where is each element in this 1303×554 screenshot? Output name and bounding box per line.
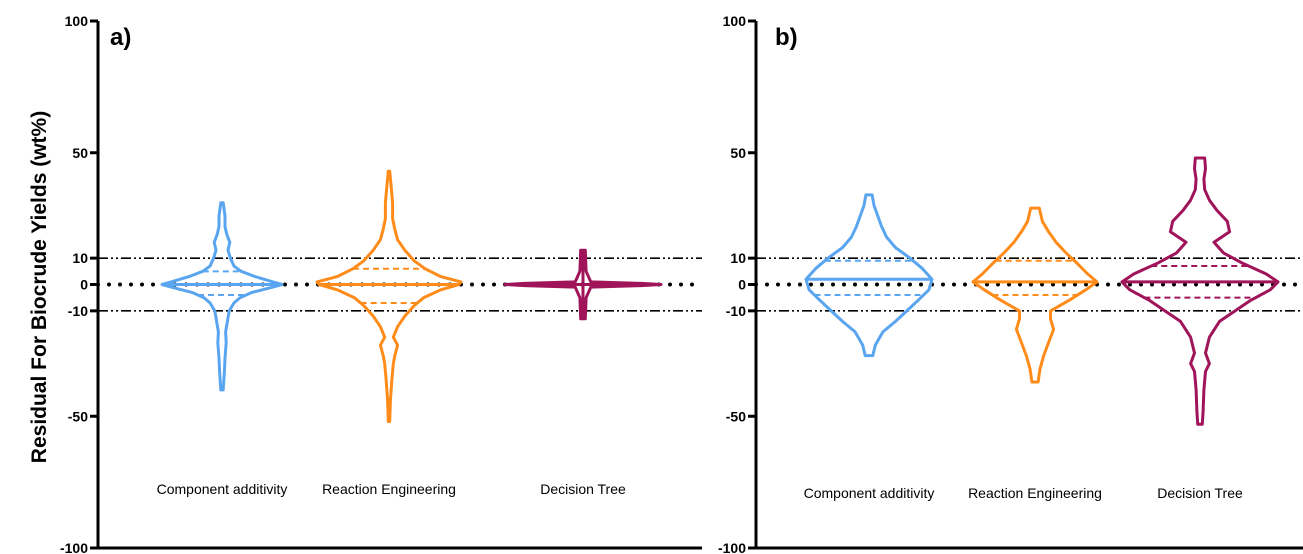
panel-label: a): [110, 24, 131, 51]
y-tick-label: 10: [72, 250, 88, 266]
violin-decision-tree: [1120, 156, 1280, 426]
category-label: Decision Tree: [1157, 485, 1243, 501]
y-tick-label: 0: [738, 277, 746, 293]
y-tick-label: 10: [730, 250, 746, 266]
violin-outline: [1120, 156, 1280, 426]
category-label: Component additivity: [157, 481, 288, 497]
violin-component-additivity: [804, 193, 934, 358]
violin-decision-tree: [503, 248, 663, 321]
y-axis-label: Residual For Biocrude Yields (wt%): [28, 111, 51, 463]
y-tick-label: -100: [718, 540, 746, 554]
y-tick-label: -10: [726, 303, 746, 319]
violin-component-additivity: [160, 201, 284, 392]
violin-outline: [804, 193, 934, 358]
y-tick-label: -100: [60, 540, 88, 554]
y-tick-label: 100: [723, 13, 747, 29]
y-tick-label: 50: [72, 145, 88, 161]
panel-label: b): [775, 24, 798, 51]
y-tick-label: 50: [730, 145, 746, 161]
violin-outline: [160, 201, 284, 392]
category-label: Reaction Engineering: [322, 481, 456, 497]
y-tick-label: 0: [80, 277, 88, 293]
category-label: Decision Tree: [540, 481, 626, 497]
category-label: Reaction Engineering: [968, 485, 1102, 501]
violin-outline: [315, 169, 463, 423]
violin-outline: [971, 206, 1099, 384]
y-tick-label: -10: [68, 303, 88, 319]
category-label: Component additivity: [804, 485, 935, 501]
y-tick-label: -50: [726, 408, 746, 424]
y-tick-label: -50: [68, 408, 88, 424]
violin-reaction-engineering: [315, 169, 463, 423]
y-tick-label: 100: [65, 13, 89, 29]
violin-reaction-engineering: [971, 206, 1099, 384]
